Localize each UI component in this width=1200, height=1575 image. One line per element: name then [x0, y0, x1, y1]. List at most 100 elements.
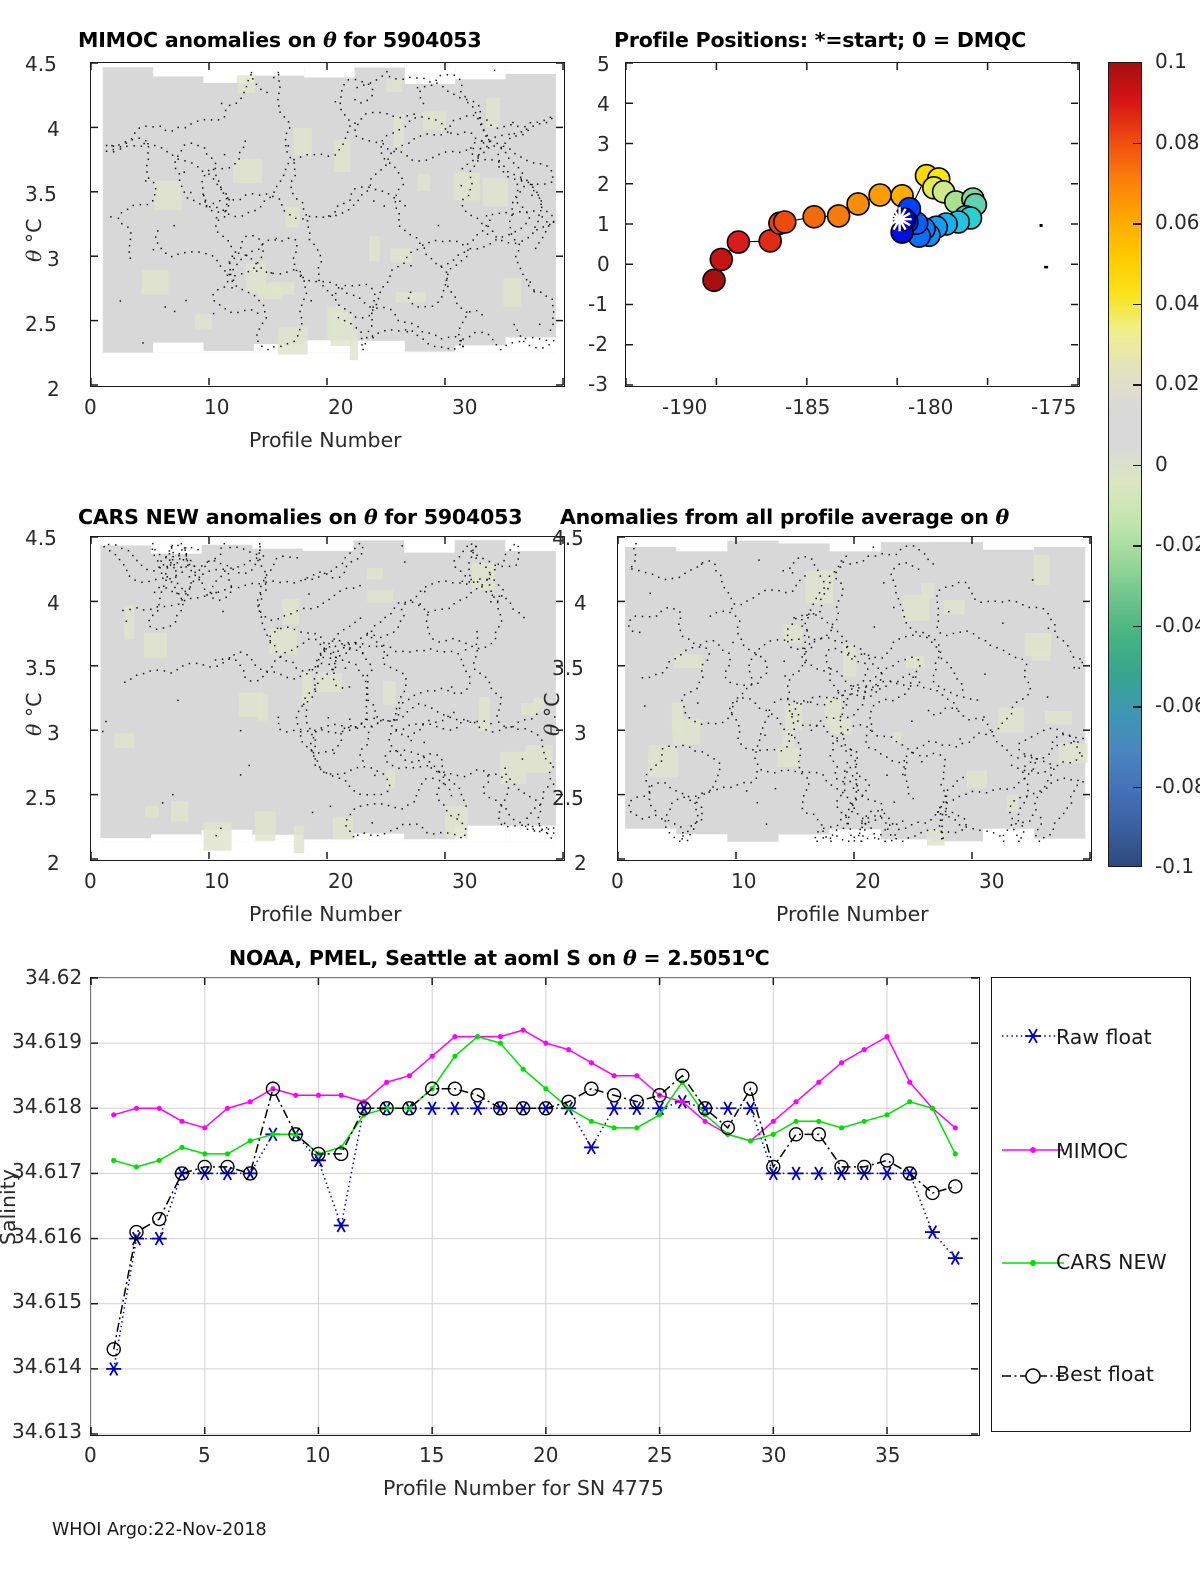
colorbar-tick [1133, 142, 1142, 145]
colorbar-tick [1133, 545, 1142, 547]
p5-ytick: 34.619 [12, 1029, 82, 1053]
colorbar-tick-label: 0 [1155, 451, 1168, 476]
p4-ytick: 2.5 [552, 786, 584, 810]
p5-xtick: 10 [305, 1443, 331, 1467]
p4-yaxis-label: θ °C [540, 692, 564, 736]
colorbar-tick-label: 0.1 [1155, 49, 1187, 73]
panel-cars-axes [90, 536, 565, 861]
p2-ytick: 0 [597, 252, 610, 276]
salinity-line-plot [90, 977, 978, 1435]
p5-xtick: 15 [419, 1443, 445, 1467]
colorbar-tick-label: -0.04 [1155, 612, 1200, 637]
p1-ytick: 3.5 [25, 182, 57, 206]
panel-mimoc-title: MIMOC anomalies on θ for 5904053 [78, 28, 482, 52]
p1-ytick: 3 [47, 247, 60, 271]
p5-xtick: 20 [533, 1443, 559, 1467]
p5-ytick: 34.613 [12, 1419, 82, 1443]
p5-xtick: 5 [198, 1443, 211, 1467]
p2-ytick: 3 [597, 132, 610, 156]
p4-ytick: 3.5 [552, 656, 584, 680]
salinity-legend [991, 977, 1191, 1432]
p3-ytick: 3.5 [25, 656, 57, 680]
p2-xtick: -175 [1031, 395, 1077, 419]
p5-ytick: 34.616 [12, 1224, 82, 1248]
legend-label-best-float[interactable]: Best float [1056, 1362, 1154, 1386]
colorbar-tick [1133, 384, 1142, 386]
p5-ytick: 34.615 [12, 1289, 82, 1313]
p3-xtick: 10 [204, 869, 230, 893]
avg-contour-plot [617, 536, 1091, 860]
p2-xtick: -185 [785, 395, 831, 419]
p3-ytick: 3 [47, 721, 60, 745]
p3-xaxis-label: Profile Number [249, 902, 402, 926]
p1-ytick: 4 [47, 117, 60, 141]
panel-salinity-title: NOAA, PMEL, Seattle at aoml S on θ = 2.5… [229, 945, 770, 970]
p3-yaxis-label: θ °C [22, 692, 46, 736]
colorbar-tick-label: -0.08 [1155, 773, 1200, 798]
p4-xtick: 0 [611, 869, 624, 893]
panel-avg-title: Anomalies from all profile average on θ [560, 505, 1010, 529]
p5-xtick: 0 [84, 1443, 97, 1467]
panel-positions-axes [625, 62, 1080, 387]
p1-ytick: 4.5 [25, 52, 57, 76]
p2-xtick: -190 [662, 395, 708, 419]
p3-ytick: 2.5 [25, 786, 57, 810]
colorbar-tick [1133, 706, 1142, 708]
p4-xtick: 30 [979, 869, 1005, 893]
p5-xtick: 35 [875, 1443, 901, 1467]
p3-ytick: 4 [47, 591, 60, 615]
cars-contour-plot [90, 536, 564, 860]
panel-avg-axes [617, 536, 1092, 861]
p2-ytick: -3 [588, 372, 608, 396]
colorbar-tick-label: -0.1 [1155, 854, 1195, 878]
p1-xtick: 10 [204, 395, 230, 419]
p4-ytick: 4 [574, 591, 587, 615]
p1-ytick: 2 [47, 377, 60, 401]
panel-cars-title: CARS NEW anomalies on θ for 5904053 [78, 505, 523, 529]
p5-ytick: 34.617 [12, 1159, 82, 1183]
colorbar-tick-label: 0.08 [1155, 129, 1200, 154]
footer-credit: WHOI Argo:22-Nov-2018 [52, 1520, 267, 1540]
colorbar-tick-label: 0.04 [1155, 290, 1200, 315]
p5-yaxis-label: Salinity [0, 1169, 20, 1245]
panel-salinity-axes [90, 977, 980, 1436]
legend-label-mimoc[interactable]: MIMOC [1056, 1139, 1128, 1163]
colorbar-tick-label: -0.06 [1155, 693, 1200, 717]
p2-ytick: 1 [597, 212, 610, 236]
legend-label-cars-new[interactable]: CARS NEW [1056, 1250, 1167, 1274]
p1-xaxis-label: Profile Number [249, 428, 402, 452]
p3-xtick: 0 [84, 869, 97, 893]
colorbar-tick [1133, 786, 1142, 789]
p2-xtick: -180 [908, 395, 954, 419]
colorbar-tick-label: -0.02 [1155, 532, 1200, 556]
legend-swatches [1002, 1028, 1064, 1384]
p1-yaxis-label: θ °C [22, 218, 46, 262]
p4-ytick: 4.5 [552, 526, 584, 550]
p4-ytick: 3 [574, 721, 587, 745]
p3-xtick: 20 [328, 869, 354, 893]
p5-xaxis-label: Profile Number for SN 4775 [383, 1476, 664, 1500]
p2-ytick: 2 [597, 172, 610, 196]
colorbar-tick [1133, 303, 1142, 306]
colorbar-tick [1133, 464, 1142, 467]
p1-xtick: 30 [452, 395, 478, 419]
mimoc-contour-plot [90, 62, 564, 386]
p5-xtick: 25 [647, 1443, 673, 1467]
p3-ytick: 4.5 [25, 526, 57, 550]
colorbar-tick [1133, 223, 1142, 225]
p2-ytick: -1 [588, 292, 608, 316]
legend-label-raw-float[interactable]: Raw float [1056, 1025, 1152, 1049]
p5-ytick: 34.618 [12, 1094, 82, 1118]
p5-ytick: 34.614 [12, 1354, 82, 1378]
p4-ytick: 2 [574, 851, 587, 875]
p1-xtick: 20 [328, 395, 354, 419]
profile-positions-scatter [625, 62, 1079, 386]
p1-xtick: 0 [84, 395, 97, 419]
colorbar-tick-label: 0.02 [1155, 371, 1200, 395]
p2-ytick: 4 [597, 92, 610, 116]
p3-xtick: 30 [452, 869, 478, 893]
panel-mimoc-axes [90, 62, 565, 387]
p5-xtick: 30 [761, 1443, 787, 1467]
p3-ytick: 2 [47, 851, 60, 875]
